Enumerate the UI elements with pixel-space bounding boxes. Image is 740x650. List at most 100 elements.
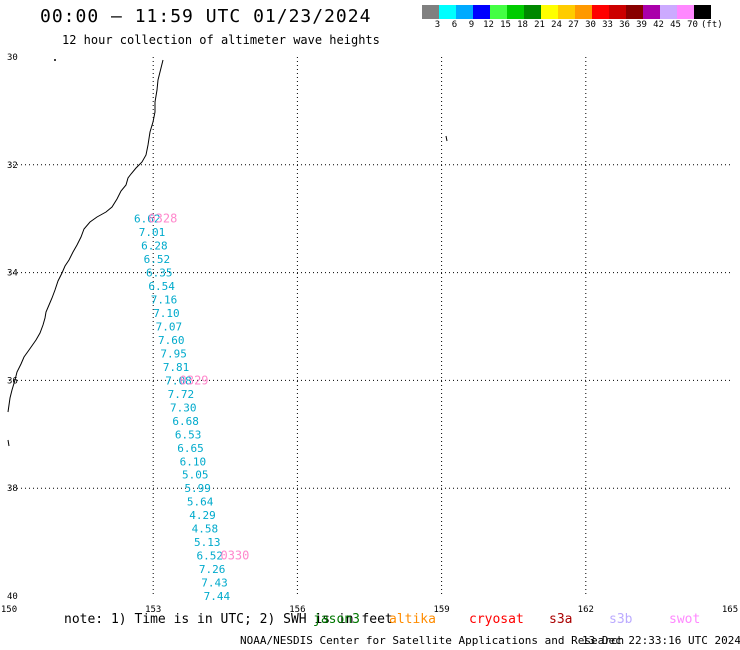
legend-swatch [524, 5, 541, 19]
credit-line: NOAA/NESDIS Center for Satellite Applica… [240, 634, 625, 647]
y-tick-label: 30 [7, 53, 18, 63]
x-tick-label: 153 [145, 605, 161, 615]
legend-label: 15 [500, 20, 511, 30]
legend-swatch [592, 5, 609, 19]
wave-height-label: 6.28 [141, 240, 168, 253]
satellite-altika: altika [389, 612, 436, 627]
wave-height-label: 7.81 [163, 361, 190, 374]
pass-time-label: 0330 [220, 549, 249, 563]
wave-height-label: 6.52 [196, 550, 223, 563]
y-tick-label: 32 [7, 161, 18, 171]
legend-swatch [643, 5, 660, 19]
wave-height-label: 6.10 [180, 455, 207, 468]
wave-height-label: 6.53 [175, 428, 202, 441]
legend-label: 21 [534, 20, 545, 30]
legend-label: 6 [451, 20, 458, 30]
chart-title: 00:00 – 11:59 UTC 01/23/2024 [40, 6, 372, 27]
generated-timestamp: 13 Dec 22:33:16 UTC 2024 [582, 634, 740, 647]
wave-height-label: 7.43 [201, 577, 228, 590]
satellite-s3a: s3a [549, 612, 573, 627]
wave-height-label: 7.01 [139, 226, 166, 239]
legend-label: 27 [568, 20, 579, 30]
legend-swatches [422, 5, 711, 19]
wave-height-labels: 6.627.016.286.526.356.547.167.107.077.60… [134, 213, 231, 603]
legend-swatch [609, 5, 626, 19]
x-tick-label: 150 [1, 605, 17, 615]
legend-label: 45 [670, 20, 681, 30]
satellite-swot: swot [669, 612, 701, 627]
island-marker [445, 135, 448, 142]
legend-swatch [575, 5, 592, 19]
wave-height-label: 5.13 [194, 536, 221, 549]
legend-swatch [490, 5, 507, 19]
wave-height-label: 6.54 [148, 280, 175, 293]
legend-swatch [456, 5, 473, 19]
wave-height-label: 7.08 [165, 374, 192, 387]
legend-label: 70 [687, 20, 698, 30]
legend-swatch [422, 5, 439, 19]
coastline-fragment [7, 439, 10, 447]
satellite-jason3: jason3 [313, 612, 360, 627]
x-tick-label: 162 [578, 605, 594, 615]
wave-height-label: 6.68 [172, 415, 199, 428]
wave-height-label: 7.07 [156, 321, 183, 334]
wave-height-label: 7.72 [168, 388, 195, 401]
footer-note: note: 1) Time is in UTC; 2) SWH is in fe… [64, 612, 393, 627]
wave-height-label: 6.62 [134, 213, 161, 226]
x-tick-label: 165 [722, 605, 738, 615]
wave-height-label: 5.64 [187, 496, 214, 509]
pass-time-label: 0329 [180, 373, 209, 387]
wave-height-label: 7.26 [199, 563, 226, 576]
legend-swatch [626, 5, 643, 19]
chart-subtitle: 12 hour collection of altimeter wave hei… [62, 33, 380, 47]
color-legend: 3 6 9 12 15 18 21 24 27 30 33 36 39 42 45 70 (ft) [422, 5, 723, 33]
legend-label: 24 [551, 20, 562, 30]
dot-marker [54, 59, 56, 61]
australia-coastline [7, 59, 164, 413]
wave-height-label: 7.95 [160, 347, 187, 360]
legend-swatch [558, 5, 575, 19]
legend-swatch [507, 5, 524, 19]
y-tick-label: 40 [7, 592, 18, 602]
legend-swatch [473, 5, 490, 19]
map-grid [9, 57, 730, 596]
time-labels: 0328 0329 0330 [148, 212, 249, 563]
satellite-cryosat: cryosat [469, 612, 524, 627]
wave-height-label: 7.10 [153, 307, 180, 320]
satellite-s3b: s3b [609, 612, 633, 627]
legend-label: 33 [602, 20, 613, 30]
legend-label: (ft) [701, 20, 723, 30]
legend-label: 12 [483, 20, 494, 30]
wave-height-label: 7.30 [170, 401, 197, 414]
wave-height-label: 6.65 [177, 442, 204, 455]
pass-time-label: 0328 [148, 212, 177, 226]
legend-label: 30 [585, 20, 596, 30]
wave-height-label: 4.58 [192, 523, 219, 536]
legend-swatch [439, 5, 456, 19]
wave-height-label: 7.60 [158, 334, 185, 347]
wave-height-label: 6.35 [146, 267, 173, 280]
legend-swatch [541, 5, 558, 19]
legend-swatch [660, 5, 677, 19]
y-tick-label: 34 [7, 269, 18, 279]
legend-label: 9 [468, 20, 475, 30]
legend-swatch [694, 5, 711, 19]
y-tick-label: 38 [7, 484, 18, 494]
legend-label: 3 [434, 20, 441, 30]
wave-height-label: 7.44 [204, 590, 231, 603]
wave-height-label: 7.16 [151, 294, 178, 307]
axis-ticks: 150 153 156 159 162 165 30 32 34 36 38 40 [1, 53, 738, 615]
wave-height-label: 4.29 [189, 509, 216, 522]
legend-label: 42 [653, 20, 664, 30]
x-tick-label: 156 [289, 605, 305, 615]
legend-labels: 3 6 9 12 15 18 21 24 27 30 33 36 39 42 45 70 (ft) [422, 19, 723, 33]
legend-label: 18 [517, 20, 528, 30]
y-tick-label: 36 [7, 376, 18, 386]
wave-height-label: 6.52 [144, 253, 171, 266]
legend-swatch [677, 5, 694, 19]
legend-label: 39 [636, 20, 647, 30]
wave-height-label: 5.05 [182, 469, 209, 482]
legend-label: 36 [619, 20, 630, 30]
wave-height-label: 5.99 [184, 482, 211, 495]
